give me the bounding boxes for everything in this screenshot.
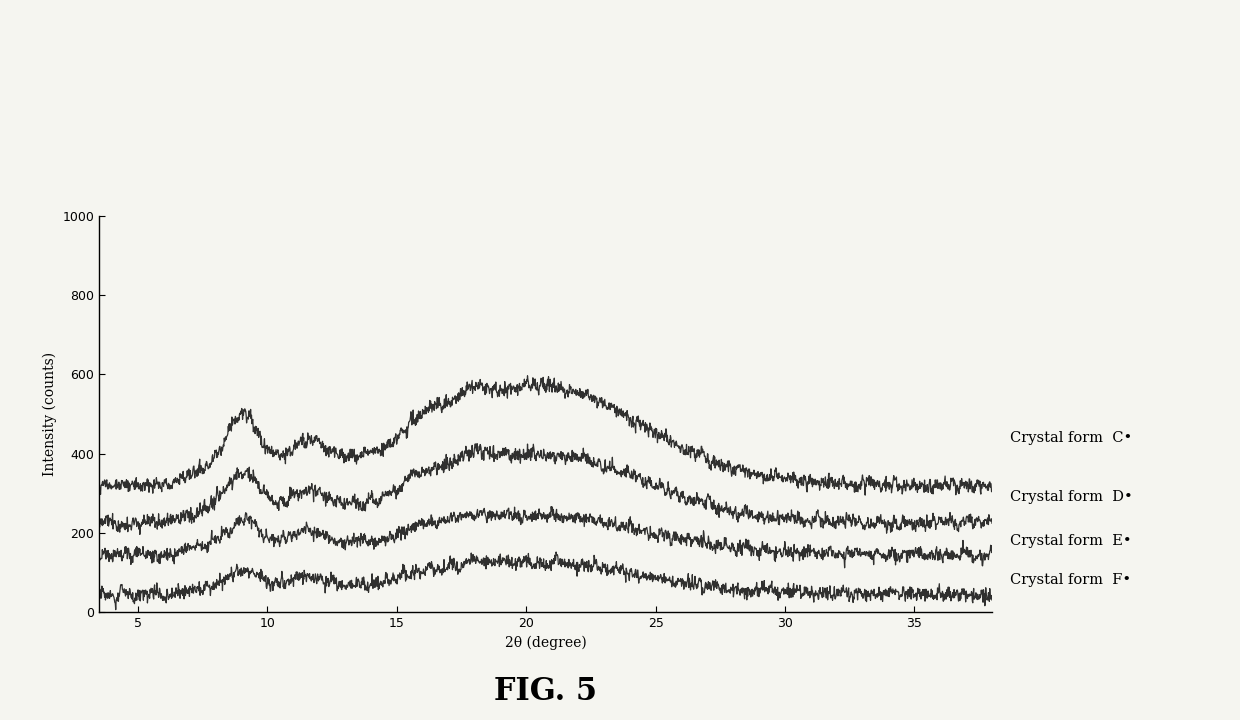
- Text: Crystal form  C•: Crystal form C•: [1009, 431, 1132, 445]
- Text: FIG. 5: FIG. 5: [494, 675, 598, 707]
- Y-axis label: Intensity (counts): Intensity (counts): [42, 352, 57, 476]
- Text: Crystal form  E•: Crystal form E•: [1009, 534, 1131, 548]
- Text: Crystal form  D•: Crystal form D•: [1009, 490, 1132, 504]
- Text: Crystal form  F•: Crystal form F•: [1009, 573, 1131, 588]
- X-axis label: 2θ (degree): 2θ (degree): [505, 636, 587, 650]
